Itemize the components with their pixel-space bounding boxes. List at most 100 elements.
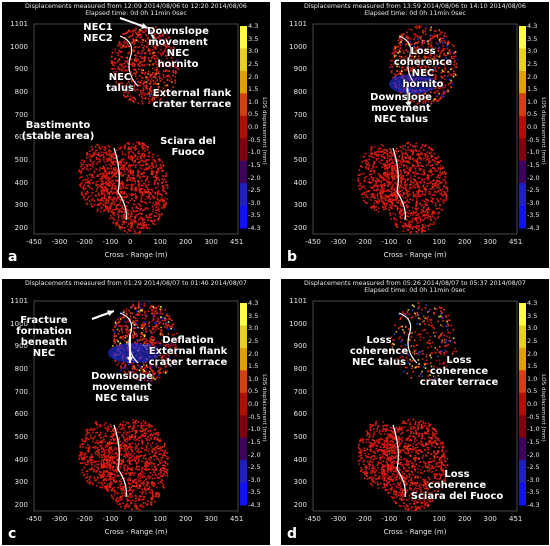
sciara-profile-line [392,312,418,498]
y-tick-label: 800 [293,88,307,96]
colorbar-tick: 0.5 [248,387,259,396]
y-tick-label: 500 [14,156,28,164]
panel-c: Displacements measured from 01:29 2014/0… [2,279,270,545]
colorbar-segment [519,325,526,349]
x-tick-label: 451 [230,515,244,523]
x-tick-label: -300 [330,515,347,523]
y-tick-label: 1101 [10,20,28,28]
colorbar-segment [240,347,247,371]
y-tick-label: 1000 [289,319,307,328]
x-tick-label: 0 [407,515,412,523]
x-axis-label: Cross - Range (m) [383,528,447,536]
y-tick-label: 500 [293,156,307,164]
colorbar-tick: 3.5 [248,311,259,320]
panel-title: Displacements measured from 05:26 2014/0… [304,280,526,287]
colorbar-segment [240,303,247,326]
y-tick-label: 600 [14,410,28,419]
annotation-label: Fracture formation beneath NEC [16,315,72,359]
colorbar-segment [240,160,247,184]
colorbar-tick: 3.0 [248,324,259,333]
y-tick-label: 400 [293,178,307,187]
y-tick-label: 600 [14,133,28,142]
x-tick-label: -450 [305,515,321,523]
colorbar-tick: -4.3 [248,501,261,509]
y-tick-label: 700 [293,387,307,396]
colorbar-segment [519,437,526,461]
colorbar-tick: 2.5 [248,336,259,345]
colorbar-tick: 4.3 [248,299,259,307]
y-tick-label: 1101 [289,20,307,28]
arrow-head [126,356,134,363]
elapsed-time: Elapsed time: 0d 0h 11min 0sec [364,10,466,17]
x-tick-label: 451 [230,238,244,246]
colorbar-tick: 3.0 [527,47,538,56]
colorbar-tick: -1.0 [527,425,540,434]
x-tick-label: 300 [204,238,218,246]
displacement-map [33,17,247,235]
x-tick-label: 300 [204,515,218,523]
x-tick-label: -100 [381,238,398,246]
annotation-label: Loss coherence NEC hornito [393,46,453,90]
x-tick-label: 100 [432,238,446,246]
colorbar-tick: 1.0 [248,374,259,383]
colorbar-tick: -2.5 [527,186,540,195]
colorbar-segment [240,115,247,139]
colorbar-tick: 2.5 [248,59,259,68]
annotation-label: Deflation External flank crater terrace [148,335,228,368]
y-tick-label: 200 [14,224,28,232]
y-tick-label: 800 [14,365,28,373]
colorbar-tick: 3.5 [248,34,259,43]
colorbar-tick: -0.5 [248,135,261,144]
colorbar-tick: 0.0 [527,400,538,408]
colorbar-segment [519,115,526,139]
colorbar-tick: -0.5 [527,412,540,421]
displacement-zone [78,421,123,489]
colorbar-tick: 1.0 [527,97,538,106]
x-tick-label: 200 [179,238,193,246]
x-tick-label: 300 [483,238,497,246]
annotation-label: Loss coherence NEC talus [349,335,409,368]
y-tick-label: 1000 [10,319,28,328]
colorbar-segment [519,48,526,72]
colorbar-tick: -4.3 [248,224,261,232]
colorbar-segment [240,415,247,439]
colorbar-tick: 2.0 [248,72,259,81]
annotation-label: Sciara del Fuoco [160,136,216,158]
colorbar-tick: -3.5 [248,488,261,497]
x-tick-label: 0 [128,515,133,523]
colorbar-segment [240,325,247,349]
displacement-zone [357,420,401,489]
colorbar-tick: 1.0 [527,374,538,383]
panel-letter: d [287,526,298,542]
colorbar-tick: -1.5 [248,160,261,169]
y-tick-label: 400 [14,455,28,464]
y-tick-label: 500 [14,433,28,441]
x-tick-label: -200 [356,515,372,523]
y-tick-label: 300 [293,478,307,487]
y-tick-label: 1000 [289,42,307,51]
displacement-map [312,23,526,235]
colorbar-segment [519,392,526,416]
x-tick-label: -200 [77,515,93,523]
colorbar-segment [240,205,247,229]
y-tick-label: 900 [293,342,307,351]
x-tick-label: 300 [483,515,497,523]
colorbar-tick: -2.5 [248,186,261,195]
colorbar-label: LOS displacement (mm) [261,374,267,442]
panel-a: Displacements measured from 12:09 2014/0… [2,2,270,268]
colorbar-tick: 0.5 [527,387,538,396]
colorbar-label: LOS displacement (mm) [261,97,267,165]
colorbar-tick: 0.5 [248,110,259,119]
panel-title: Displacements measured from 13:59 2014/0… [304,3,526,10]
x-tick-label: 0 [407,238,412,246]
colorbar-tick: 3.0 [248,47,259,56]
colorbar-tick: 1.0 [248,97,259,106]
colorbar-tick: -0.5 [248,412,261,421]
colorbar-tick: 0.0 [527,123,538,131]
annotation-label: Downslope movement NEC talus [370,92,432,125]
panel-letter: c [8,526,17,542]
colorbar-tick: -2.0 [527,450,540,459]
colorbar-tick: -3.0 [248,475,261,484]
x-tick-label: 100 [153,238,167,246]
annotation-label: Bastimento (stable area) [21,120,95,142]
